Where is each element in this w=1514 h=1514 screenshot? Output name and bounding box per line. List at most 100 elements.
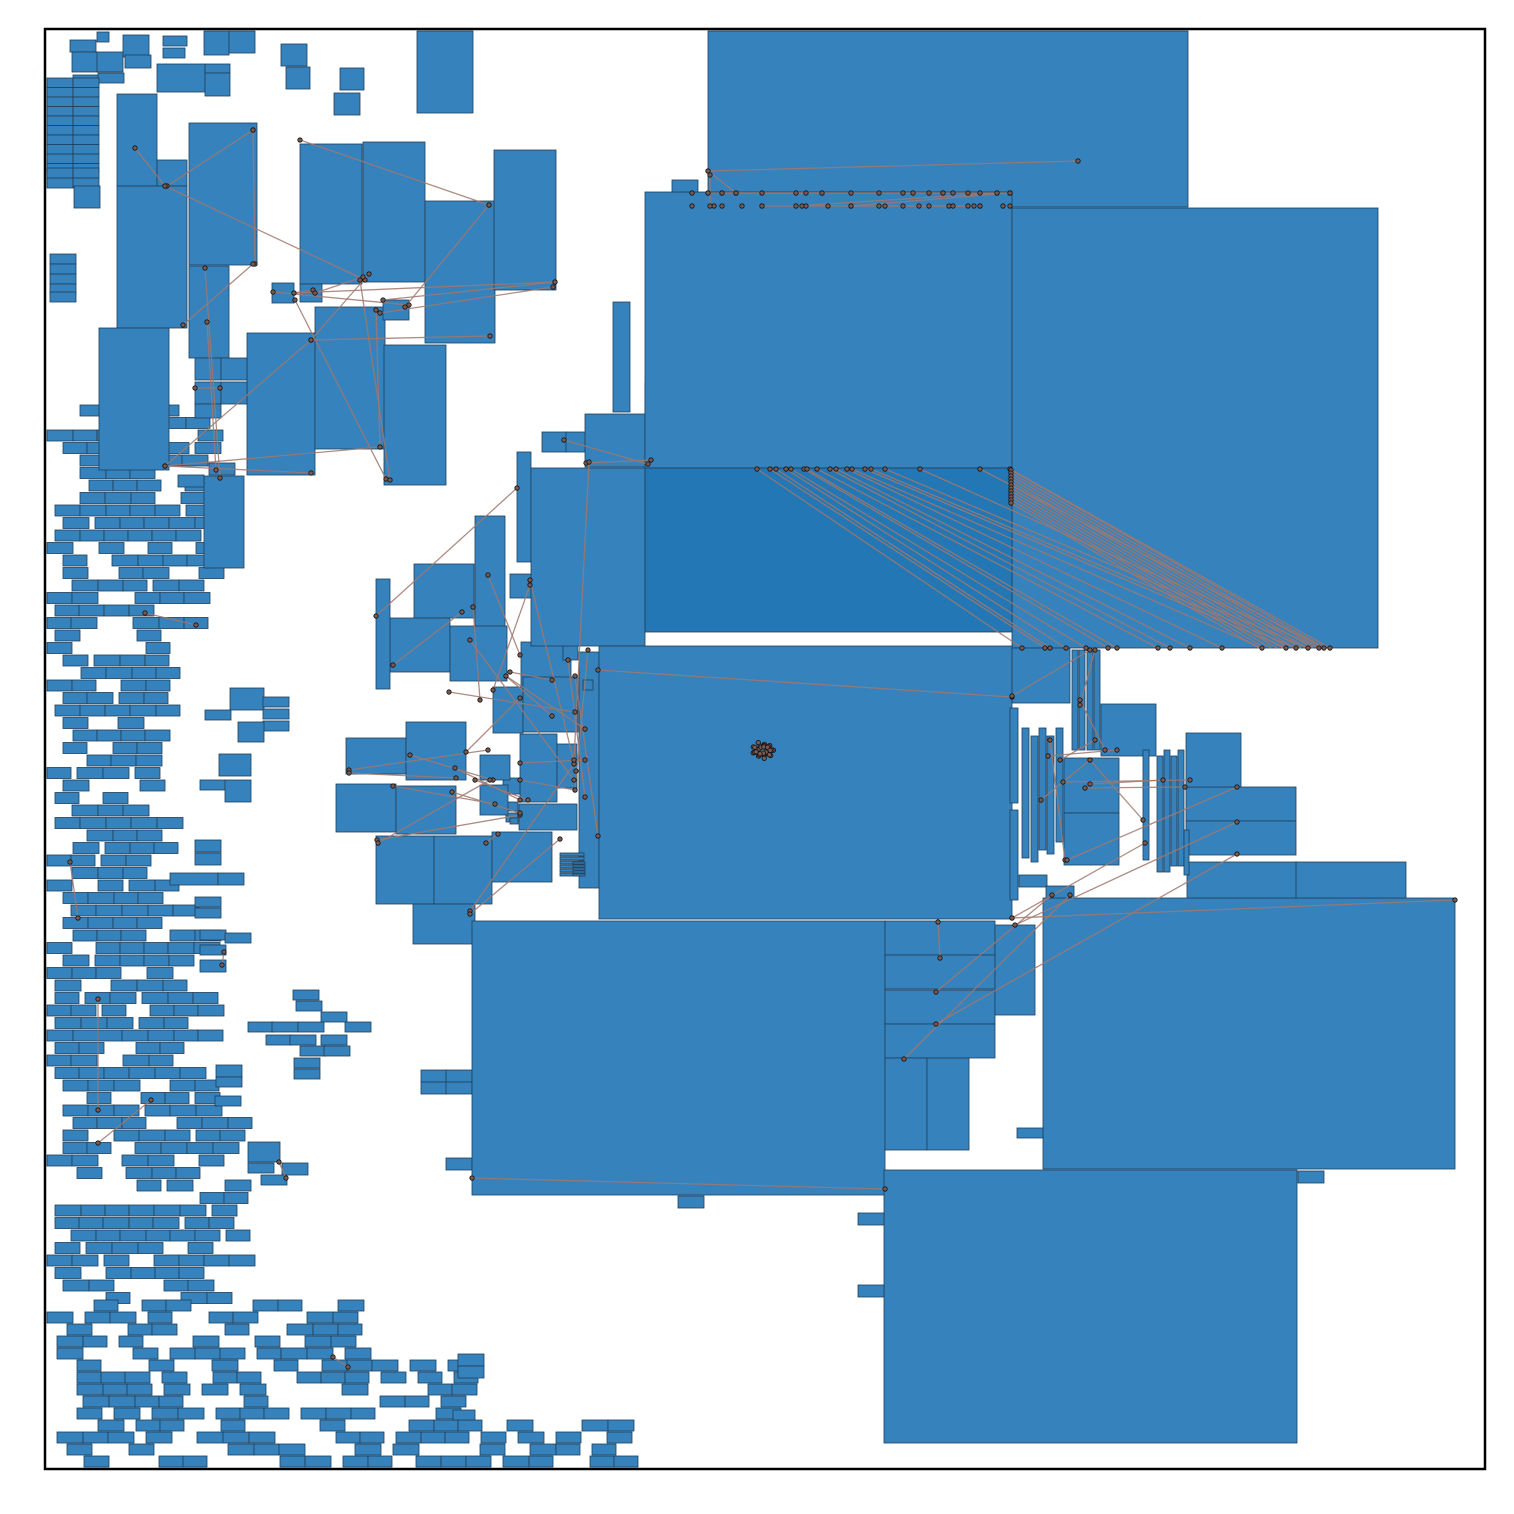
macro-block <box>444 1431 470 1444</box>
macro-block <box>179 1067 207 1079</box>
macro-block <box>572 861 586 865</box>
macro-block <box>82 1395 110 1408</box>
macro-block <box>1186 861 1298 899</box>
macro-block <box>103 604 130 617</box>
pin-node <box>753 749 759 755</box>
pin-node <box>755 740 761 746</box>
macro-block <box>341 1383 369 1396</box>
macro-block <box>237 721 265 743</box>
macro-block <box>509 817 519 825</box>
macro-block <box>474 515 506 629</box>
pin-node <box>1160 777 1166 783</box>
macro-block <box>222 1431 250 1444</box>
macro-block <box>408 1419 435 1432</box>
pin-node <box>463 749 469 755</box>
connection-edge <box>1010 478 1308 649</box>
macro-block <box>102 792 129 804</box>
pin-node <box>453 775 459 781</box>
macro-block <box>175 529 202 542</box>
macro-block <box>194 1079 220 1092</box>
pin-node <box>1042 645 1048 651</box>
macro-block <box>164 1129 191 1142</box>
pin-node <box>645 461 651 467</box>
macro-block <box>71 679 97 692</box>
macro-block <box>559 852 585 857</box>
macro-block <box>154 879 180 892</box>
macro-block <box>572 867 586 871</box>
macro-block <box>218 753 252 777</box>
macro-block <box>314 306 386 450</box>
pin-node <box>1045 753 1051 759</box>
connection-edge <box>919 468 1320 649</box>
macro-block <box>86 692 114 704</box>
pin-node <box>1060 779 1066 785</box>
macro-block <box>479 1443 506 1456</box>
macro-block <box>96 929 122 942</box>
pin-node <box>95 996 101 1002</box>
pin-node <box>759 190 765 196</box>
macro-block <box>203 475 245 569</box>
macro-block <box>136 979 164 992</box>
macro-block <box>1185 786 1297 822</box>
macro-block <box>158 1455 184 1468</box>
macro-block <box>128 1217 154 1229</box>
connection-edge <box>206 321 217 471</box>
macro-block <box>584 413 648 468</box>
macro-block <box>111 1242 139 1254</box>
macro-block <box>299 143 363 285</box>
macro-block <box>71 51 99 73</box>
macro-block <box>116 185 188 329</box>
pin-node <box>901 1056 907 1062</box>
macro-block <box>606 1431 633 1444</box>
macro-block <box>169 1104 197 1117</box>
connection-edge <box>1062 779 1191 783</box>
pin-node <box>761 755 767 761</box>
macro-block <box>254 1335 281 1348</box>
macro-block <box>420 1069 448 1083</box>
macro-block <box>111 554 139 567</box>
macro-block <box>184 1217 210 1229</box>
macro-block <box>1042 897 1456 1170</box>
pin-node <box>472 777 478 783</box>
pin-node <box>503 673 509 679</box>
macro-block <box>204 709 232 721</box>
macro-block <box>562 644 579 661</box>
pin-node <box>377 444 383 450</box>
macro-block <box>1030 735 1039 863</box>
macro-block <box>168 517 196 529</box>
macro-block <box>325 1407 352 1420</box>
connection-edge <box>1010 475 1314 649</box>
macro-block <box>72 153 100 164</box>
macro-block <box>46 967 73 979</box>
macro-block <box>130 1267 156 1279</box>
macro-block <box>109 992 137 1004</box>
macro-block <box>247 1141 281 1163</box>
connection-edge <box>529 579 577 772</box>
macro-block <box>559 868 585 873</box>
macro-block <box>80 1017 108 1029</box>
macro-block <box>54 1042 80 1054</box>
pin-node <box>595 667 601 673</box>
pin-node <box>827 466 833 472</box>
macro-block <box>162 979 188 992</box>
pin-node <box>402 304 408 310</box>
macro-block <box>62 917 89 929</box>
macro-block <box>375 578 391 690</box>
macro-block <box>136 629 162 642</box>
macro-block <box>179 1204 207 1217</box>
macro-block <box>56 1347 84 1360</box>
macro-block <box>136 829 163 842</box>
pin-node <box>467 637 473 643</box>
macro-block <box>433 835 493 905</box>
macro-block <box>228 30 256 54</box>
macro-block <box>589 1455 615 1468</box>
pin-node <box>1007 190 1013 196</box>
connection-edge <box>1079 699 1106 751</box>
macro-block <box>197 1004 225 1017</box>
macro-block <box>1009 707 1019 804</box>
macro-block <box>86 1092 112 1104</box>
pin-node <box>202 265 208 271</box>
macro-block <box>54 979 82 992</box>
connection-edge <box>1089 759 1144 821</box>
macro-block <box>140 1092 166 1104</box>
